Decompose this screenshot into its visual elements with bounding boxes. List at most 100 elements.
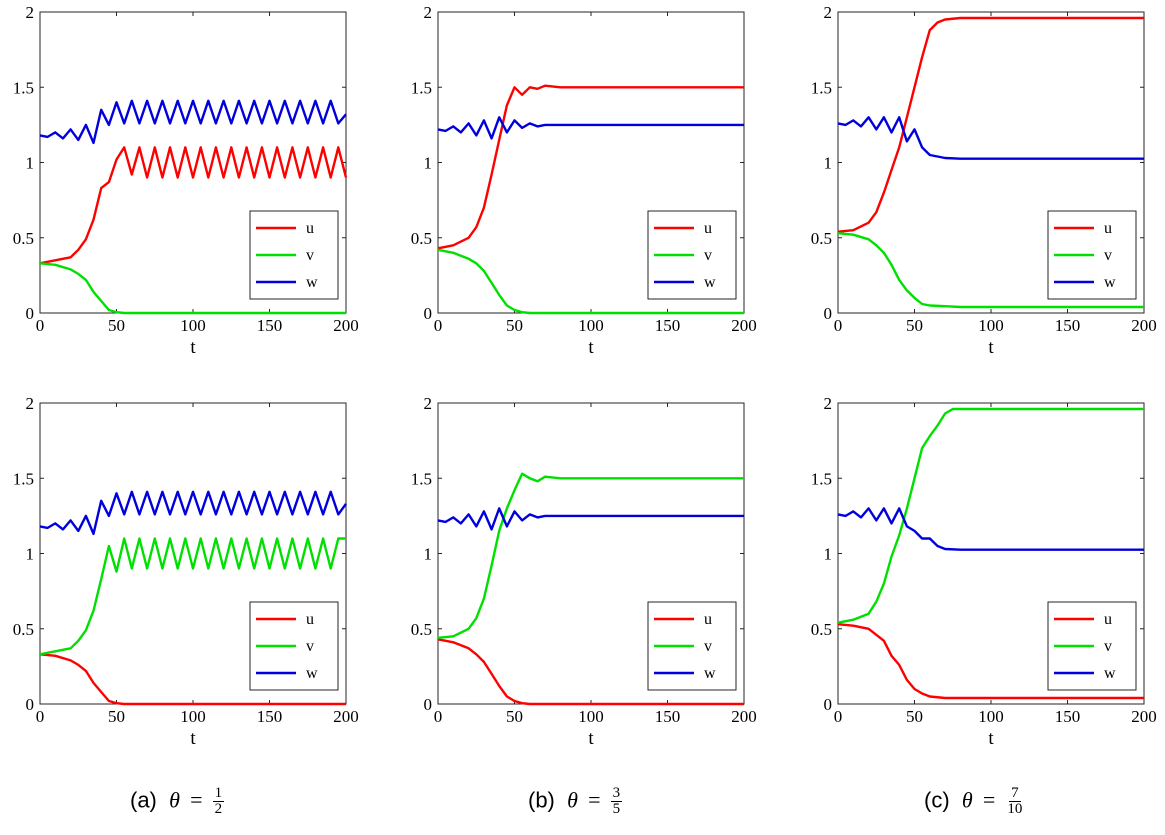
x-tick-label: 100 <box>578 316 604 335</box>
caption-label: (b) <box>528 787 555 813</box>
y-tick-label: 1.5 <box>411 469 432 488</box>
series-line-v <box>437 472 744 639</box>
legend-label-v: v <box>704 638 712 655</box>
series-line-u <box>837 623 1144 700</box>
y-tick-label: 2 <box>26 3 35 22</box>
y-tick-label: 1.5 <box>13 78 34 97</box>
chart-panel-a-bottom: 0 50 100 150 200 0 0.5 1 1.5 2 t uvw <box>13 394 359 749</box>
y-tick-label: 1.5 <box>13 469 34 488</box>
x-tick-label: 50 <box>906 707 923 726</box>
legend: uvw <box>1047 601 1137 691</box>
y-tick-label: 2 <box>424 3 433 22</box>
y-tick-label: 0.5 <box>411 620 432 639</box>
x-tick-label: 0 <box>36 707 45 726</box>
y-tick-label: 2 <box>26 394 35 413</box>
x-tick-label: 200 <box>333 707 359 726</box>
x-tick-label: 50 <box>108 316 125 335</box>
series-line-w <box>837 507 1144 551</box>
caption-label: (a) <box>130 787 157 813</box>
x-tick-label: 150 <box>257 707 283 726</box>
chart-panel-a-top: 0 50 100 150 200 0 0.5 1 1.5 2 t uvw <box>13 3 359 358</box>
legend-label-u: u <box>306 611 314 628</box>
x-tick-label: 200 <box>731 707 757 726</box>
legend-label-v: v <box>306 247 314 264</box>
y-tick-label: 0.5 <box>411 229 432 248</box>
theta-symbol: θ <box>169 787 180 813</box>
x-axis-label: t <box>988 337 994 358</box>
y-tick-label: 1 <box>26 154 35 173</box>
x-tick-label: 200 <box>731 316 757 335</box>
legend-label-v: v <box>1104 638 1112 655</box>
x-tick-label: 150 <box>1055 707 1081 726</box>
x-tick-label: 0 <box>834 707 843 726</box>
series-line-v <box>39 537 346 656</box>
x-tick-label: 100 <box>180 707 206 726</box>
series-line-u <box>837 16 1144 233</box>
x-tick-label: 0 <box>434 707 443 726</box>
legend: uvw <box>647 601 737 691</box>
legend-label-u: u <box>306 220 314 237</box>
series-line-w <box>39 490 347 536</box>
y-tick-label: 0 <box>424 695 433 714</box>
legend-label-v: v <box>1104 247 1112 264</box>
y-tick-label: 0 <box>824 695 833 714</box>
y-tick-label: 2 <box>824 3 833 22</box>
x-tick-label: 0 <box>434 316 443 335</box>
y-tick-label: 0.5 <box>811 620 832 639</box>
fraction: 1 2 <box>212 786 225 817</box>
legend-label-w: w <box>1104 665 1116 682</box>
series-line-u <box>39 653 346 706</box>
y-tick-label: 0 <box>824 304 833 323</box>
fraction: 7 10 <box>1005 786 1024 817</box>
equals-sign: = <box>190 787 203 813</box>
y-tick-label: 0.5 <box>13 229 34 248</box>
series-line-w <box>437 507 744 531</box>
theta-symbol: θ <box>567 787 578 813</box>
y-tick-label: 1 <box>424 154 433 173</box>
chart-panel-b-top: 0 50 100 150 200 0 0.5 1 1.5 2 t uvw <box>411 3 757 358</box>
y-tick-label: 0.5 <box>13 620 34 639</box>
fraction-numerator: 3 <box>610 785 623 802</box>
fraction-denominator: 5 <box>612 801 621 817</box>
legend-label-v: v <box>704 247 712 264</box>
fraction-numerator: 7 <box>1009 785 1021 802</box>
x-axis-label: t <box>588 337 594 358</box>
series-line-v <box>837 232 1144 309</box>
y-tick-label: 0 <box>26 304 35 323</box>
series-line-u <box>437 84 744 250</box>
series-line-u <box>437 638 744 706</box>
legend-label-v: v <box>306 638 314 655</box>
y-tick-label: 1 <box>26 545 35 564</box>
x-tick-label: 100 <box>978 316 1004 335</box>
legend-label-u: u <box>1104 220 1112 237</box>
equals-sign: = <box>982 787 996 813</box>
y-tick-label: 0 <box>424 304 433 323</box>
fraction-denominator: 2 <box>214 801 223 817</box>
x-tick-label: 50 <box>108 707 125 726</box>
legend-label-w: w <box>704 665 716 682</box>
fraction-denominator: 10 <box>1007 801 1023 817</box>
caption-b: (b) θ = 3 5 <box>528 785 623 817</box>
x-tick-label: 50 <box>906 316 923 335</box>
chart-panel-c-top: 0 50 100 150 200 0 0.5 1 1.5 2 t uvw <box>811 3 1157 358</box>
fraction: 3 5 <box>610 785 623 817</box>
x-tick-label: 150 <box>655 707 681 726</box>
chart-panel-b-bottom: 0 50 100 150 200 0 0.5 1 1.5 2 t uvw <box>411 394 757 749</box>
x-tick-label: 200 <box>1131 316 1157 335</box>
y-tick-label: 2 <box>824 394 833 413</box>
series-line-v <box>39 262 346 315</box>
x-tick-label: 150 <box>1055 316 1081 335</box>
y-tick-label: 1 <box>824 545 833 564</box>
x-tick-label: 100 <box>578 707 604 726</box>
legend-label-w: w <box>306 665 318 682</box>
x-tick-label: 0 <box>36 316 45 335</box>
y-tick-label: 0 <box>26 695 35 714</box>
x-tick-label: 150 <box>257 316 283 335</box>
legend-label-w: w <box>1104 274 1116 291</box>
y-tick-label: 1 <box>824 154 833 173</box>
equals-sign: = <box>588 787 601 813</box>
legend-label-u: u <box>704 611 712 628</box>
legend: uvw <box>1047 210 1137 300</box>
series-line-w <box>39 99 347 145</box>
